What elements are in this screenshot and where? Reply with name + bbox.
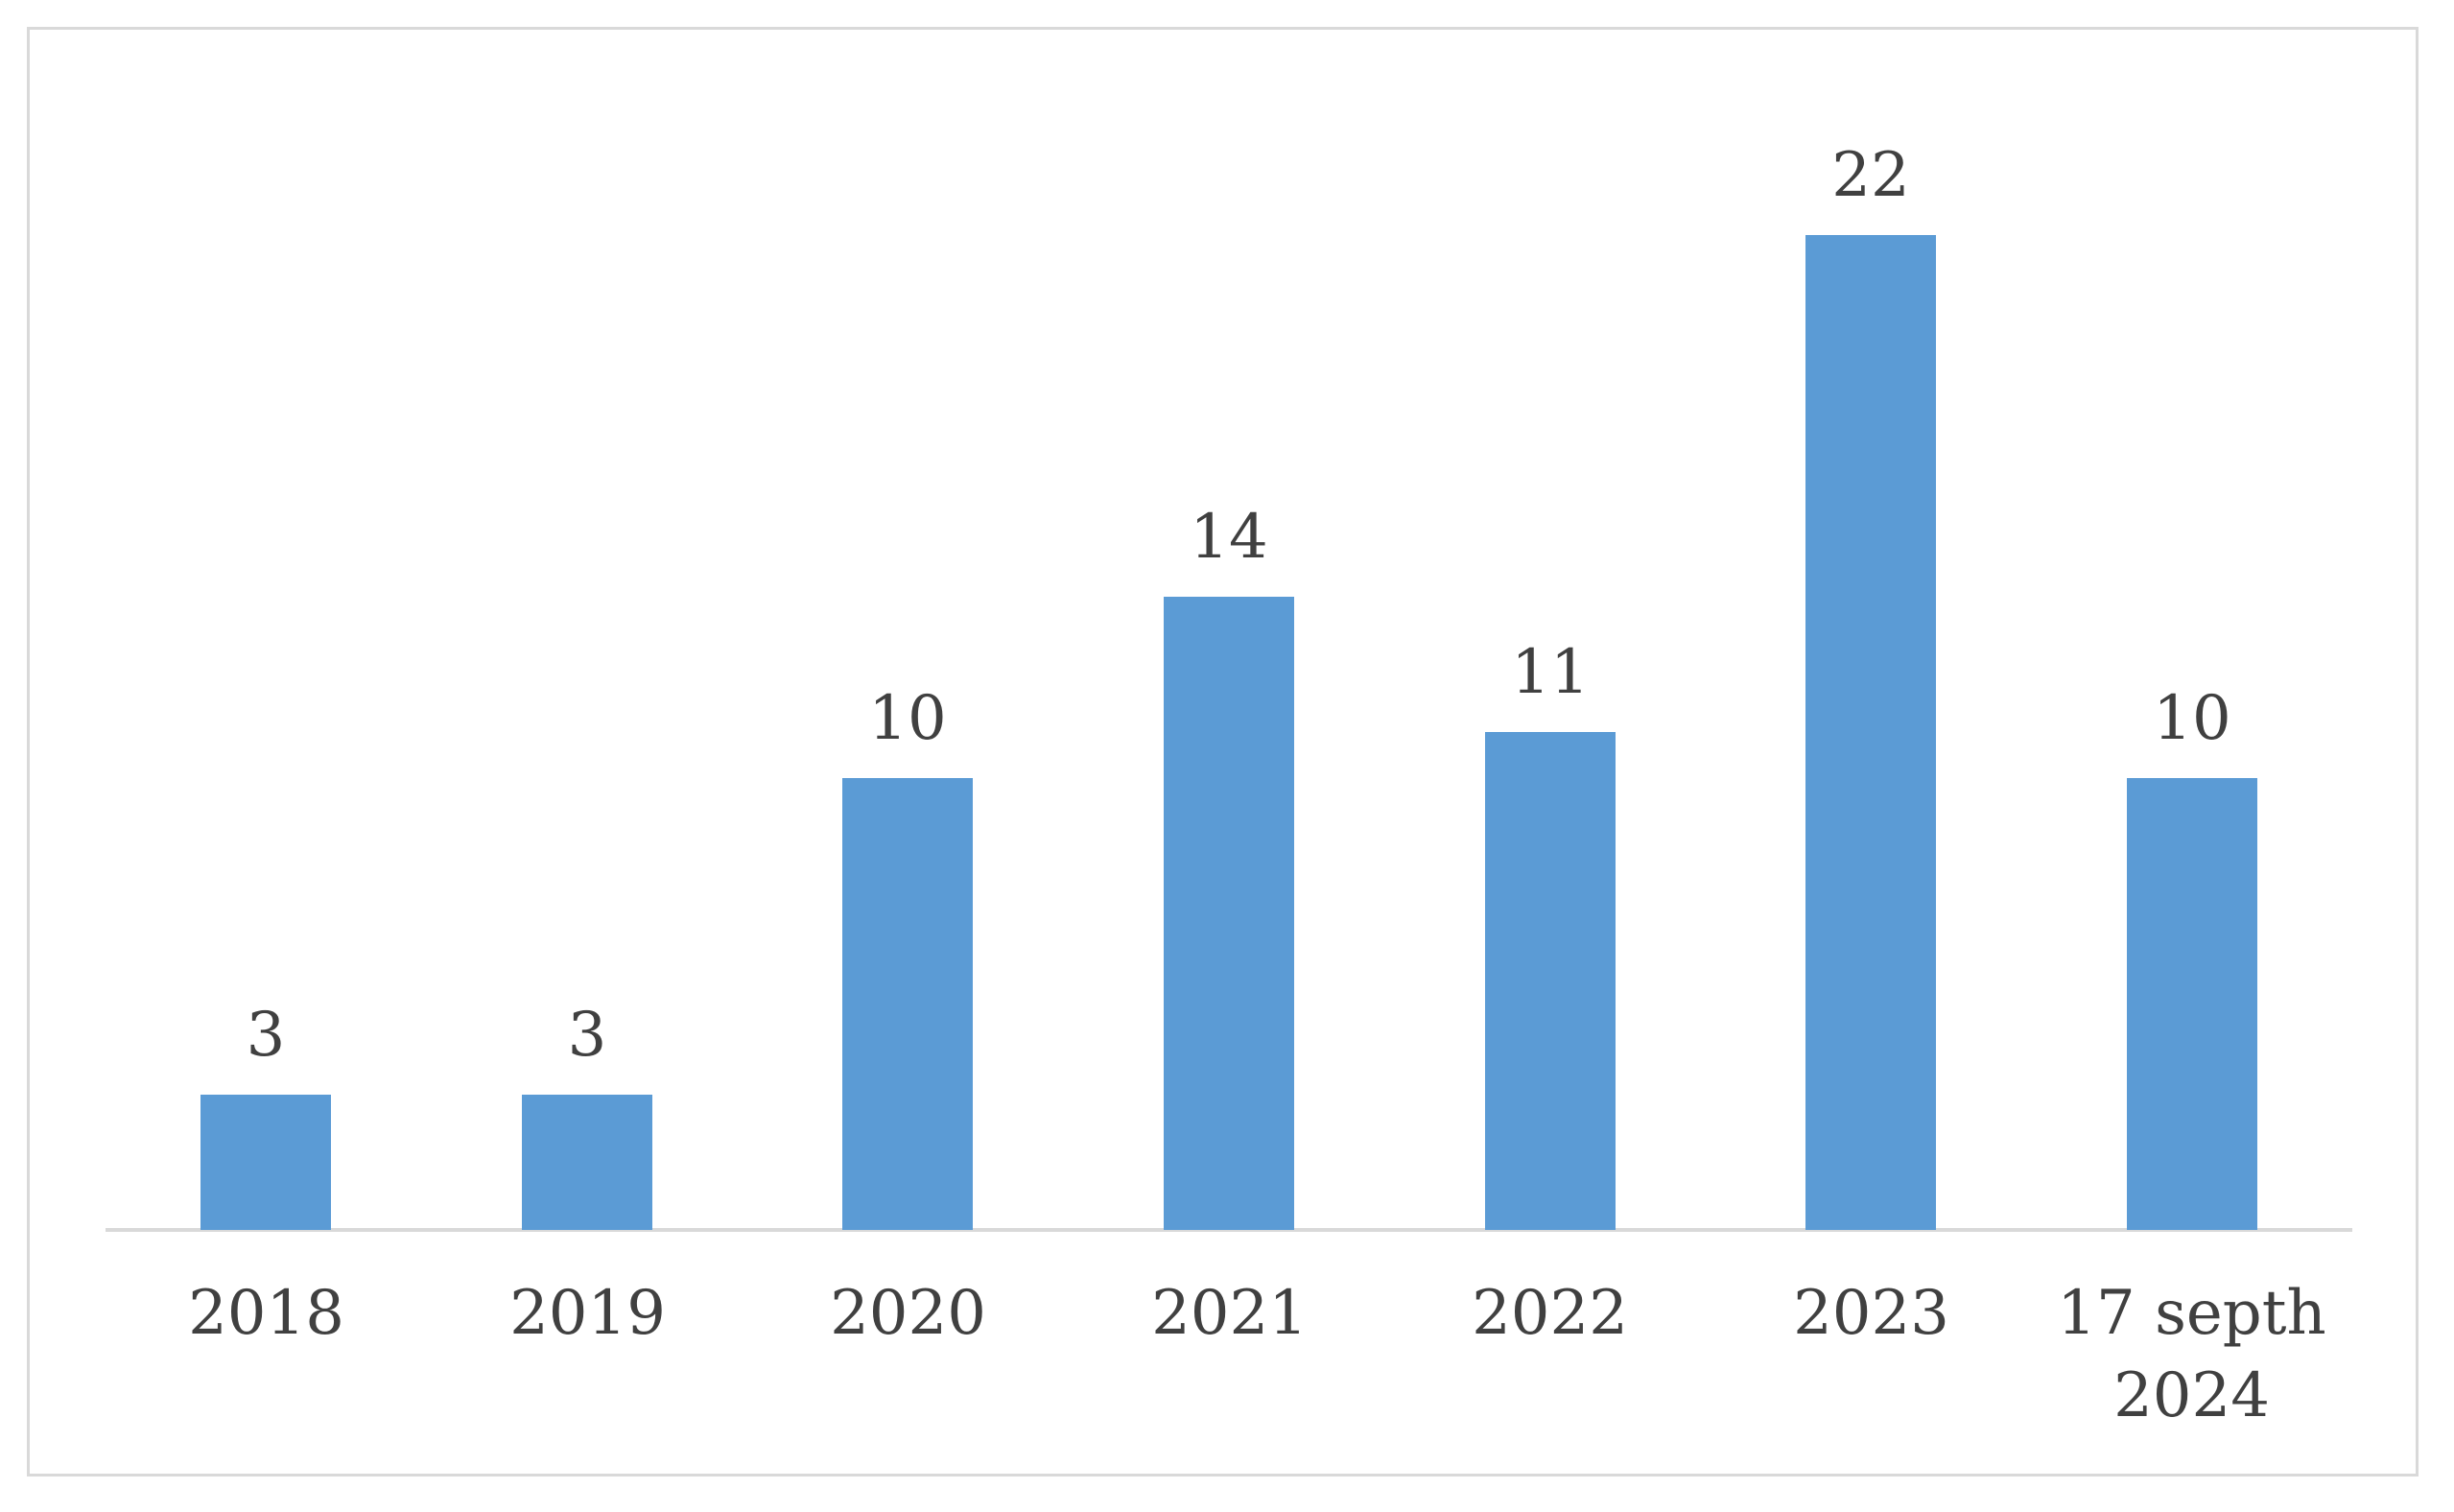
bar-2020 (842, 778, 973, 1230)
bar-2019 (522, 1095, 652, 1230)
x-axis-tick-label: 2022 (1472, 1278, 1628, 1349)
bar-value-label: 3 (567, 1000, 607, 1071)
bar-2021 (1164, 597, 1294, 1230)
bar-17-septh-2024 (2127, 778, 2257, 1230)
x-axis-line (106, 1228, 2352, 1232)
bar-value-label: 22 (1831, 140, 1910, 211)
x-axis-tick-label: 2021 (1151, 1278, 1308, 1349)
bar-value-label: 10 (868, 683, 947, 754)
bar-value-label: 11 (1511, 637, 1590, 708)
bar-value-label: 10 (2153, 683, 2231, 754)
x-axis-tick-label: 2023 (1793, 1278, 1949, 1349)
x-axis-tick-label: 2020 (830, 1278, 986, 1349)
bar-2018 (201, 1095, 331, 1230)
bar-2023 (1805, 235, 1936, 1230)
x-axis-tick-label: 2019 (509, 1278, 666, 1349)
bar-2022 (1485, 732, 1616, 1230)
bar-value-label: 3 (246, 1000, 286, 1071)
bar-value-label: 14 (1190, 502, 1268, 573)
x-axis-tick-label: 17 septh 2024 (2057, 1278, 2326, 1431)
x-axis-tick-label: 2018 (188, 1278, 344, 1349)
